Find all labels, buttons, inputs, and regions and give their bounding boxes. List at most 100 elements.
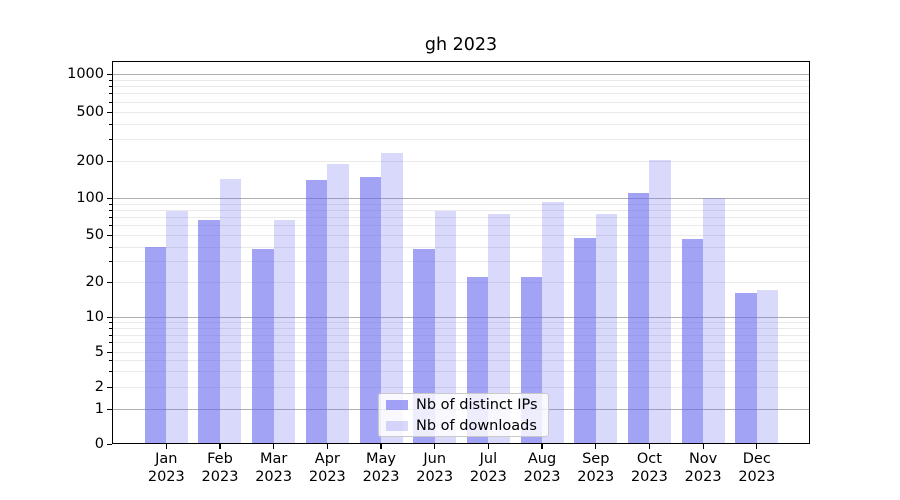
x-tick-year: 2023 (738, 468, 776, 485)
x-tick-mark (756, 444, 758, 449)
y-minor-tick-mark (109, 342, 112, 344)
bar-downloads-sep (595, 213, 618, 444)
x-tick-label: Nov 2023 (663, 451, 743, 486)
minor-gridline (112, 342, 810, 344)
bar-downloads-oct (649, 160, 671, 444)
x-tick-year: 2023 (577, 468, 615, 485)
bar-distinct-ips-may (359, 177, 382, 444)
y-minor-tick-mark (109, 225, 112, 227)
y-tick-mark (107, 386, 112, 388)
x-tick-label: Oct 2023 (609, 451, 689, 486)
y-minor-tick-mark (109, 210, 112, 212)
x-tick-mark (380, 444, 382, 449)
bar-distinct-ips-feb (198, 219, 220, 444)
y-tick-mark (107, 282, 112, 284)
x-tick-label: Mar 2023 (234, 451, 314, 486)
y-minor-tick-mark (109, 246, 112, 248)
y-tick-mark (107, 316, 112, 318)
minor-gridline (112, 101, 810, 103)
x-tick-label: Jul 2023 (448, 451, 528, 486)
y-tick-mark (107, 351, 112, 353)
minor-gridline (112, 86, 810, 88)
x-tick-year: 2023 (308, 468, 346, 485)
y-tick-label: 50 (85, 227, 104, 243)
y-tick-label: 1000 (67, 66, 104, 82)
bar-downloads-may (381, 153, 403, 444)
x-tick-year: 2023 (201, 468, 239, 485)
bar-downloads-feb (219, 179, 242, 444)
y-tick-mark (107, 235, 112, 237)
x-tick-mark (541, 444, 543, 449)
bar-distinct-ips-dec (735, 293, 757, 444)
minor-gridline (112, 123, 810, 125)
legend-label-downloads: Nb of downloads (416, 417, 537, 434)
y-minor-tick-mark (109, 371, 112, 373)
minor-gridline (112, 246, 810, 248)
y-minor-tick-mark (109, 334, 112, 336)
minor-gridline (112, 334, 810, 336)
x-tick-label: Jun 2023 (395, 451, 475, 486)
y-minor-tick-mark (109, 217, 112, 219)
y-tick-label: 500 (76, 103, 104, 120)
y-minor-tick-mark (109, 139, 112, 141)
minor-gridline (112, 371, 810, 373)
x-tick-mark (487, 444, 489, 449)
y-tick-label: 1 (94, 401, 104, 418)
minor-gridline (112, 327, 810, 329)
y-minor-tick-mark (109, 261, 112, 263)
bar-distinct-ips-oct (627, 193, 650, 444)
y-tick-mark (107, 161, 112, 163)
legend-item-distinct-ips: Nb of distinct IPs (379, 394, 548, 415)
major-gridline (112, 198, 810, 200)
x-tick-label: Dec 2023 (717, 451, 797, 486)
x-tick-year: 2023 (416, 468, 454, 485)
minor-gridline (112, 386, 810, 388)
y-minor-tick-mark (109, 327, 112, 329)
bar-downloads-jun (434, 210, 457, 444)
minor-gridline (112, 235, 810, 236)
x-tick-year: 2023 (523, 468, 561, 485)
minor-gridline (112, 217, 810, 219)
bar-downloads-jul (488, 214, 510, 444)
x-tick-label: Aug 2023 (502, 451, 582, 486)
x-tick-label: Sep 2023 (556, 451, 636, 486)
x-tick-mark (434, 444, 436, 449)
legend-swatch-distinct-ips (386, 399, 408, 410)
bar-distinct-ips-mar (252, 249, 274, 444)
bar-downloads-aug (542, 202, 564, 444)
x-tick-year: 2023 (469, 468, 507, 485)
x-tick-label: May 2023 (341, 451, 421, 486)
major-gridline (112, 74, 810, 75)
x-tick-mark (702, 444, 704, 449)
bar-downloads-nov (703, 198, 725, 444)
y-tick-label: 20 (85, 274, 104, 291)
x-tick-mark (648, 444, 650, 449)
minor-gridline (112, 360, 810, 362)
bar-downloads-apr (327, 163, 349, 444)
y-minor-tick-mark (109, 123, 112, 125)
y-tick-mark (107, 409, 112, 411)
bar-downloads-mar (273, 219, 296, 444)
y-tick-mark (107, 111, 112, 113)
x-tick-year: 2023 (255, 468, 293, 485)
y-tick-label: 5 (94, 343, 104, 360)
legend: Nb of distinct IPs Nb of downloads (378, 393, 549, 437)
y-tick-label: 2 (94, 378, 104, 395)
y-minor-tick-mark (109, 322, 112, 324)
minor-gridline (112, 139, 810, 141)
y-minor-tick-mark (109, 86, 112, 88)
major-gridline (112, 316, 810, 318)
minor-gridline (112, 351, 810, 353)
minor-gridline (112, 79, 810, 81)
x-tick-label: Feb 2023 (180, 451, 260, 486)
bar-distinct-ips-jan (144, 246, 167, 444)
x-tick-year: 2023 (684, 468, 722, 485)
minor-gridline (112, 161, 810, 162)
y-minor-tick-mark (109, 79, 112, 81)
minor-gridline (112, 282, 810, 284)
y-tick-mark (107, 74, 112, 76)
x-tick-mark (219, 444, 221, 449)
y-tick-label: 10 (85, 308, 104, 325)
minor-gridline (112, 322, 810, 324)
